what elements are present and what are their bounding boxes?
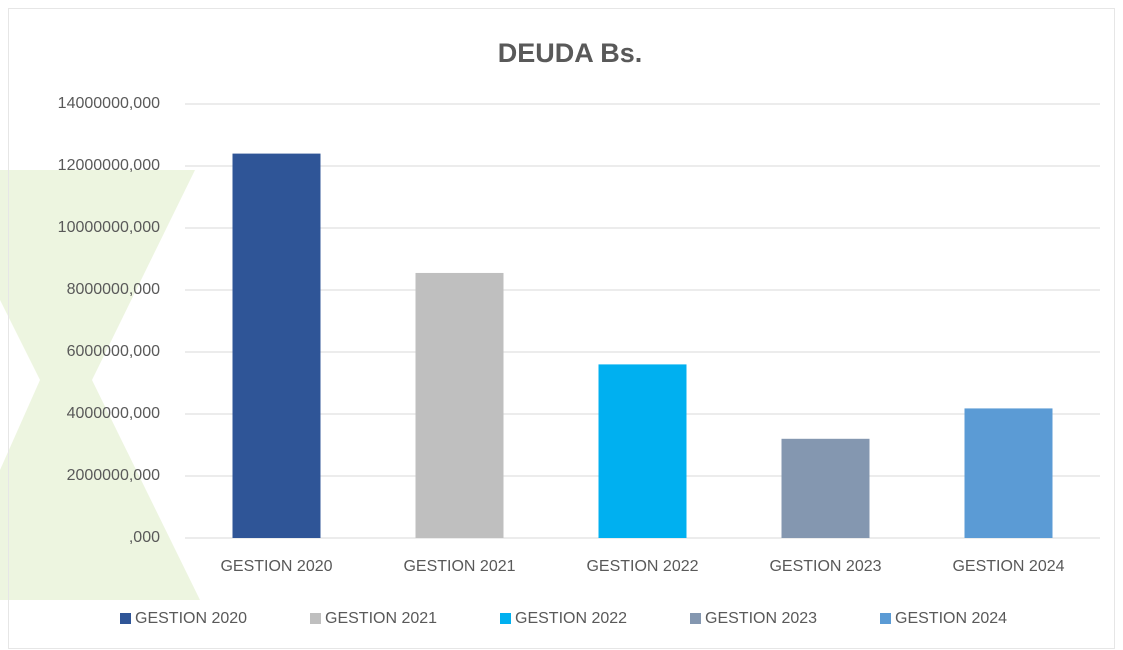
legend-swatch <box>120 613 131 624</box>
x-tick-label: GESTION 2021 <box>403 558 515 575</box>
legend-swatch <box>500 613 511 624</box>
legend-label: GESTION 2022 <box>515 610 627 627</box>
bar <box>598 364 687 538</box>
y-tick-label: 14000000,000 <box>58 95 160 112</box>
watermark <box>0 170 200 600</box>
y-tick-label: 4000000,000 <box>67 405 161 422</box>
bar <box>415 272 504 538</box>
bar <box>964 408 1053 538</box>
y-tick-label: 12000000,000 <box>58 157 160 174</box>
chart-title: DEUDA Bs. <box>498 38 643 68</box>
chart-border <box>8 8 1115 649</box>
y-tick-label: 10000000,000 <box>58 219 160 236</box>
legend-swatch <box>690 613 701 624</box>
legend-swatch <box>310 613 321 624</box>
x-tick-label: GESTION 2020 <box>220 558 332 575</box>
legend-label: GESTION 2023 <box>705 610 817 627</box>
x-tick-label: GESTION 2023 <box>769 558 881 575</box>
bar <box>781 438 870 538</box>
bar <box>232 153 321 538</box>
legend-label: GESTION 2020 <box>135 610 247 627</box>
y-tick-label: ,000 <box>129 529 160 546</box>
legend-label: GESTION 2024 <box>895 610 1007 627</box>
legend-swatch <box>880 613 891 624</box>
x-tick-label: GESTION 2024 <box>952 558 1064 575</box>
y-tick-label: 8000000,000 <box>67 281 161 298</box>
y-tick-label: 6000000,000 <box>67 343 161 360</box>
legend-label: GESTION 2021 <box>325 610 437 627</box>
y-tick-label: 2000000,000 <box>67 467 161 484</box>
x-tick-label: GESTION 2022 <box>586 558 698 575</box>
